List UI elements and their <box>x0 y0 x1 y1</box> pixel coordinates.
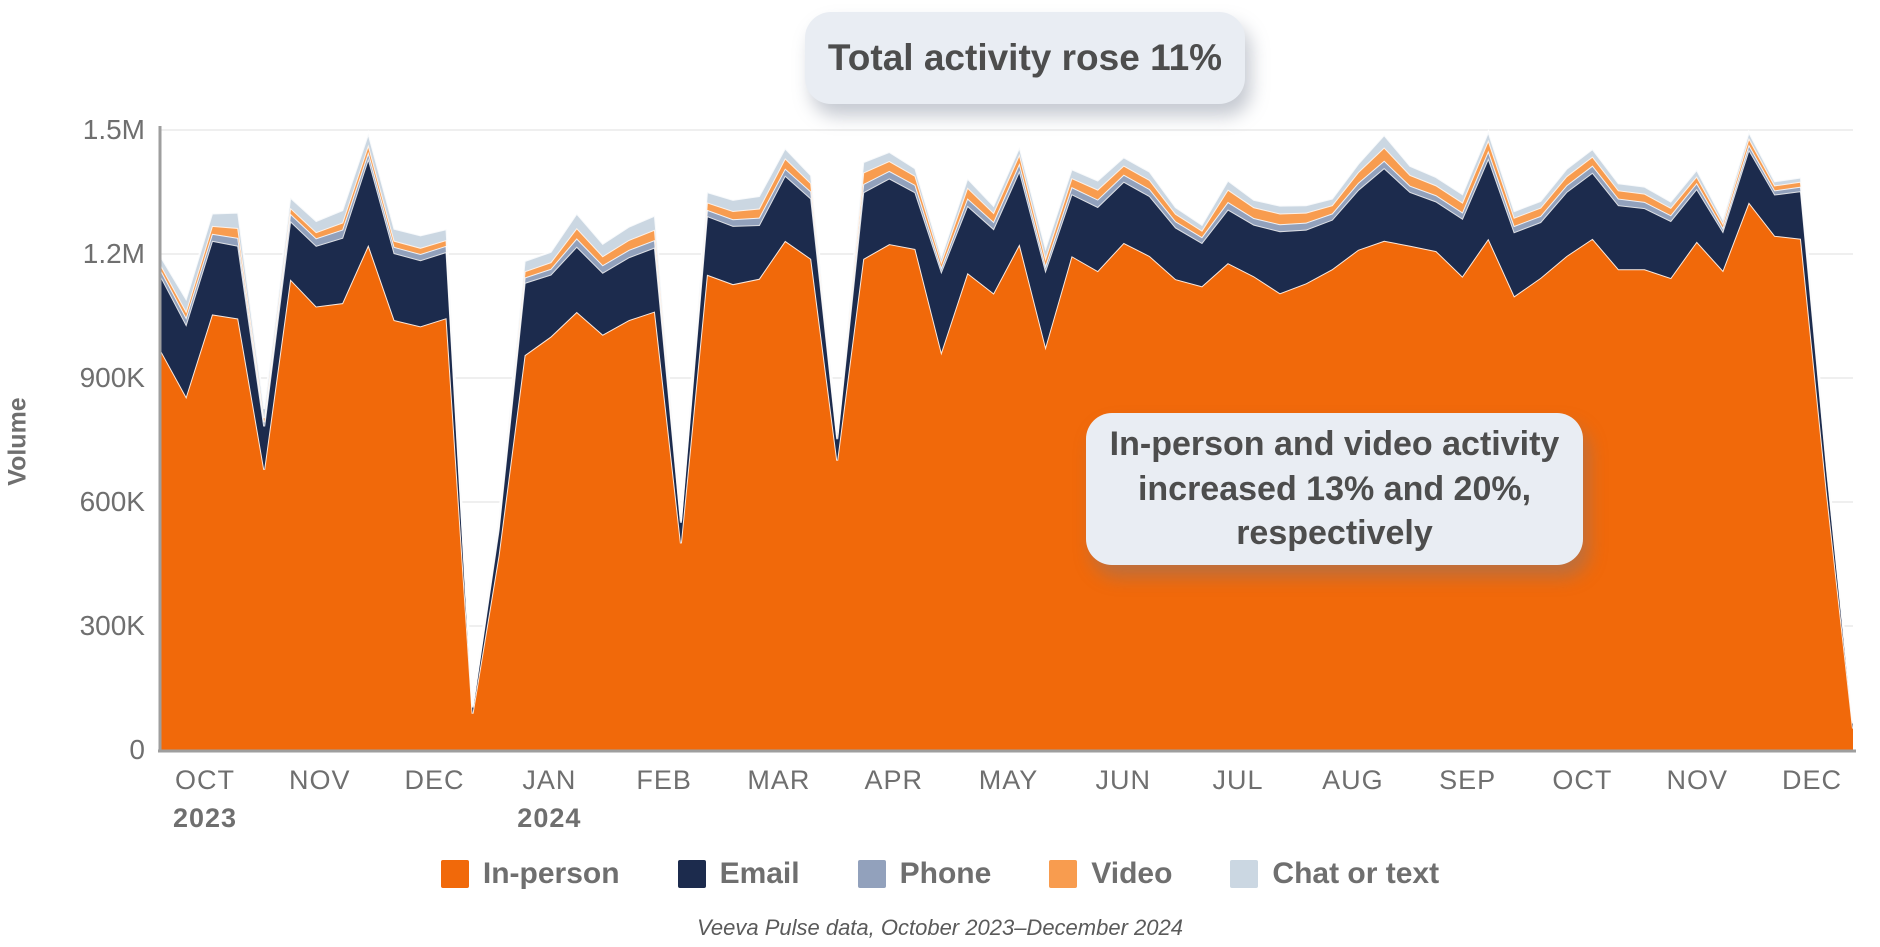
legend-swatch-icon <box>1230 860 1259 888</box>
area-email <box>160 149 1853 729</box>
y-tick-1.5M: 1.5M <box>82 114 145 145</box>
x-tick-aug-10: AUG <box>1322 765 1384 795</box>
legend-item-chat-or-text: Chat or text <box>1230 857 1439 891</box>
x-tick-jul-9: JUL <box>1212 765 1264 795</box>
y-tick-1.2M: 1.2M <box>82 238 145 269</box>
area-chat-or-text <box>160 131 1853 722</box>
x-tick-dec-2: DEC <box>404 765 465 795</box>
y-tick-900K: 900K <box>79 362 145 393</box>
x-tick-nov-13: NOV <box>1666 765 1728 795</box>
x-tick-oct-0: OCT <box>175 765 235 795</box>
area-in-person <box>160 202 1853 751</box>
x-year-2024: 2024 <box>517 803 582 833</box>
callout-total-activity: Total activity rose 11% <box>805 12 1245 104</box>
legend-item-phone: Phone <box>857 857 992 891</box>
legend-label: Email <box>719 857 800 890</box>
x-tick-nov-1: NOV <box>289 765 351 795</box>
x-tick-dec-14: DEC <box>1781 765 1843 795</box>
legend-label: Phone <box>899 857 992 890</box>
x-tick-sep-11: SEP <box>1439 765 1497 795</box>
x-tick-oct-12: OCT <box>1552 765 1613 795</box>
legend-swatch-icon <box>857 860 886 888</box>
x-tick-jan-3: JAN <box>522 765 577 795</box>
callout-detail-line1: In-person and video activity <box>1109 424 1560 463</box>
area-video <box>160 137 1853 723</box>
legend-swatch-icon <box>440 860 469 888</box>
legend-label: In-person <box>482 857 620 890</box>
x-year-2023: 2023 <box>172 803 238 833</box>
boundary-chat-or-text <box>159 128 1854 721</box>
y-tick-0: 0 <box>129 734 145 765</box>
y-tick-600K: 600K <box>79 486 145 517</box>
legend-swatch-icon <box>1049 860 1078 888</box>
x-tick-mar-5: MAR <box>747 765 811 795</box>
callout-total-text: Total activity rose 11% <box>827 37 1223 78</box>
legend-item-in-person: In-person <box>440 857 620 891</box>
x-tick-may-7: MAY <box>978 765 1039 795</box>
area-phone <box>160 144 1853 724</box>
legend-swatch-icon <box>677 860 706 888</box>
source-note: Veeva Pulse data, October 2023–December … <box>697 915 1183 940</box>
legend-label: Video <box>1091 857 1173 890</box>
x-tick-feb-4: FEB <box>636 765 692 795</box>
callout-inperson-video: In-person and video activity increased 1… <box>1086 413 1583 565</box>
x-tick-apr-6: APR <box>864 765 923 795</box>
legend-item-email: Email <box>677 857 800 891</box>
legend-label: Chat or text <box>1272 857 1440 890</box>
legend: In-person Email Phone Video Chat or text <box>0 852 1880 896</box>
legend-item-video: Video <box>1049 857 1172 891</box>
x-tick-jun-8: JUN <box>1095 765 1152 795</box>
y-tick-300K: 300K <box>79 610 145 641</box>
callout-detail-line2: increased 13% and 20%, respectively <box>1137 469 1532 553</box>
